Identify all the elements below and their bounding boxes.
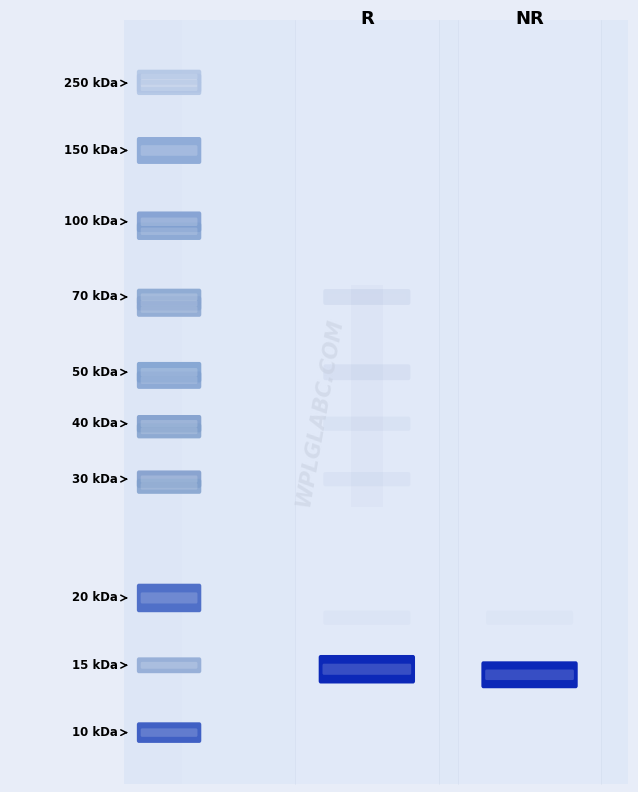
FancyBboxPatch shape <box>137 296 202 310</box>
Text: WPLGLABC.COM: WPLGLABC.COM <box>293 316 345 508</box>
FancyBboxPatch shape <box>323 417 410 431</box>
Text: R: R <box>360 10 374 28</box>
FancyBboxPatch shape <box>137 303 202 317</box>
FancyBboxPatch shape <box>137 657 202 673</box>
FancyBboxPatch shape <box>141 368 198 376</box>
FancyBboxPatch shape <box>141 420 198 428</box>
Text: 50 kDa: 50 kDa <box>72 366 118 379</box>
Bar <box>182 20 628 784</box>
FancyBboxPatch shape <box>141 74 198 80</box>
Bar <box>124 20 628 784</box>
FancyBboxPatch shape <box>137 478 202 494</box>
Text: 10 kDa: 10 kDa <box>72 726 118 739</box>
Text: 15 kDa: 15 kDa <box>72 659 118 672</box>
FancyBboxPatch shape <box>141 475 198 483</box>
Bar <box>457 20 601 784</box>
FancyBboxPatch shape <box>323 364 410 380</box>
FancyBboxPatch shape <box>141 592 198 604</box>
FancyBboxPatch shape <box>323 289 410 305</box>
Text: 70 kDa: 70 kDa <box>72 291 118 303</box>
FancyBboxPatch shape <box>137 470 202 488</box>
FancyBboxPatch shape <box>141 293 198 300</box>
Text: NR: NR <box>515 10 544 28</box>
FancyBboxPatch shape <box>137 371 202 389</box>
FancyBboxPatch shape <box>137 74 202 93</box>
FancyBboxPatch shape <box>137 288 202 305</box>
Bar <box>295 20 439 784</box>
FancyBboxPatch shape <box>141 300 198 307</box>
Text: 40 kDa: 40 kDa <box>72 417 118 430</box>
FancyBboxPatch shape <box>137 137 202 164</box>
FancyBboxPatch shape <box>137 81 202 95</box>
FancyBboxPatch shape <box>141 729 198 737</box>
FancyBboxPatch shape <box>141 376 198 384</box>
Text: 100 kDa: 100 kDa <box>64 215 118 228</box>
FancyBboxPatch shape <box>141 145 198 156</box>
FancyBboxPatch shape <box>137 223 202 240</box>
FancyBboxPatch shape <box>141 79 198 87</box>
Text: 20 kDa: 20 kDa <box>72 592 118 604</box>
Text: 150 kDa: 150 kDa <box>64 144 118 157</box>
FancyBboxPatch shape <box>141 307 198 313</box>
FancyBboxPatch shape <box>141 428 198 434</box>
Text: 30 kDa: 30 kDa <box>72 473 118 485</box>
FancyBboxPatch shape <box>323 611 410 625</box>
FancyBboxPatch shape <box>137 362 202 383</box>
FancyBboxPatch shape <box>137 423 202 439</box>
FancyBboxPatch shape <box>137 584 202 612</box>
FancyBboxPatch shape <box>141 85 198 91</box>
FancyBboxPatch shape <box>137 211 202 232</box>
Text: 250 kDa: 250 kDa <box>64 77 118 89</box>
FancyBboxPatch shape <box>323 472 410 486</box>
FancyBboxPatch shape <box>137 722 202 743</box>
FancyBboxPatch shape <box>318 655 415 683</box>
FancyBboxPatch shape <box>485 669 574 680</box>
FancyBboxPatch shape <box>141 483 198 489</box>
FancyBboxPatch shape <box>137 415 202 432</box>
FancyBboxPatch shape <box>481 661 577 688</box>
FancyBboxPatch shape <box>141 662 198 668</box>
FancyBboxPatch shape <box>137 70 202 84</box>
Bar <box>351 285 383 507</box>
FancyBboxPatch shape <box>141 218 198 226</box>
FancyBboxPatch shape <box>322 664 411 675</box>
FancyBboxPatch shape <box>141 227 198 235</box>
